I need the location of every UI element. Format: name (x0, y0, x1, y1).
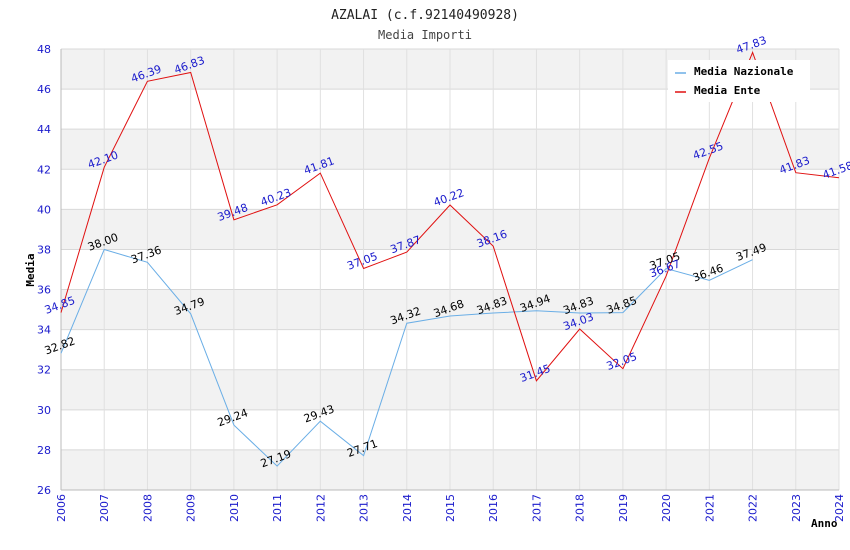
y-tick-label: 36 (37, 284, 51, 297)
y-tick-label: 26 (37, 484, 51, 497)
legend-background (668, 60, 810, 102)
x-tick-label: 2022 (747, 494, 760, 522)
x-tick-label: 2023 (790, 494, 803, 522)
x-tick-label: 2020 (660, 494, 673, 522)
x-tick-label: 2012 (314, 494, 327, 522)
x-tick-label: 2007 (98, 494, 111, 522)
x-tick-label: 2006 (55, 494, 68, 522)
legend-label-media-ente: Media Ente (694, 84, 761, 97)
legend-label-media-nazionale: Media Nazionale (694, 65, 794, 78)
x-tick-label: 2016 (487, 494, 500, 522)
x-tick-labels: 2006 2007 2008 2009 2010 2011 2012 2013 2014 2015… (55, 494, 846, 522)
y-tick-label: 42 (37, 163, 51, 176)
series-line-media-nazionale (60, 248, 753, 467)
x-tick-label: 2013 (358, 494, 371, 522)
x-tick-label: 2008 (141, 494, 154, 522)
x-tick-label: 2009 (185, 494, 198, 522)
y-tick-label: 40 (37, 203, 51, 216)
chart-title: AZALAI (c.f.92140490928) (331, 8, 519, 23)
y-tick-labels: 26 28 30 32 34 36 38 40 42 44 46 48 (37, 43, 51, 497)
x-tick-label: 2019 (617, 494, 630, 522)
y-tick-label: 48 (37, 43, 51, 56)
y-tick-label: 32 (37, 364, 51, 377)
series-lines (60, 51, 840, 467)
y-tick-label: 38 (37, 243, 51, 256)
y-tick-label: 44 (37, 123, 51, 136)
axes (60, 49, 839, 491)
y-tick-label: 30 (37, 404, 51, 417)
y-tick-label: 34 (37, 324, 51, 337)
x-tick-label: 2015 (444, 494, 457, 522)
data-label: 32.82 (43, 335, 77, 358)
chart-subtitle: Media Importi (378, 28, 472, 42)
x-tick-label: 2017 (530, 494, 543, 522)
x-tick-label: 2021 (703, 494, 716, 522)
y-tick-label: 46 (37, 83, 51, 96)
data-label: 37.05 (345, 250, 379, 273)
legend: Media Nazionale Media Ente (668, 60, 810, 102)
x-tick-label: 2011 (271, 494, 284, 522)
x-axis-label: Anno (811, 517, 838, 530)
y-axis-label: Media (24, 253, 37, 286)
data-label: 36.46 (691, 262, 725, 285)
x-tick-label: 2024 (833, 494, 846, 522)
x-tick-label: 2010 (228, 494, 241, 522)
series-line-media-ente (60, 51, 840, 382)
x-tick-label: 2014 (401, 494, 414, 522)
y-tick-label: 28 (37, 444, 51, 457)
x-tick-label: 2018 (574, 494, 587, 522)
